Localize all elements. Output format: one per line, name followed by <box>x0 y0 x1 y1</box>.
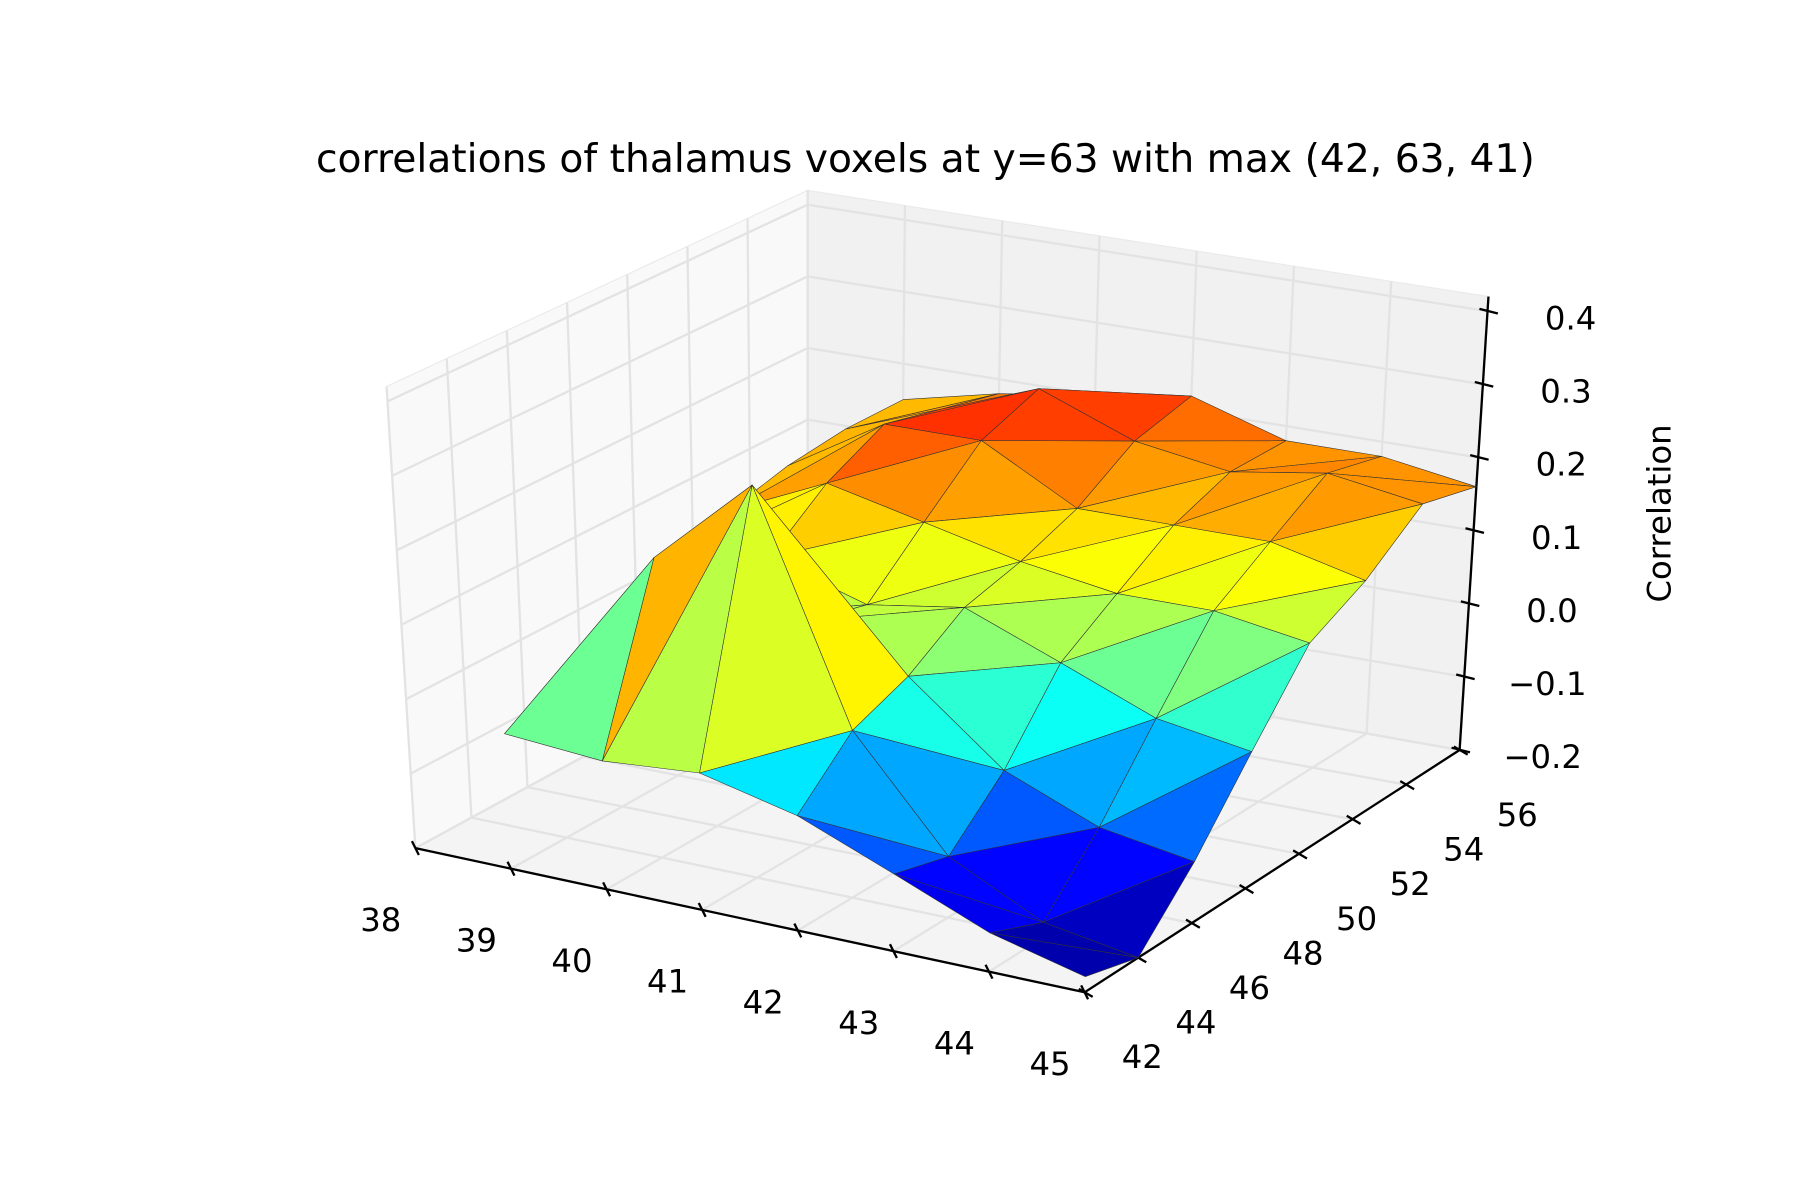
y-tick <box>1292 849 1308 860</box>
x-tick-label: 39 <box>456 922 497 960</box>
y-tick-label: 42 <box>1122 1038 1163 1076</box>
z-tick <box>1469 454 1489 461</box>
z-tick-label: −0.2 <box>1503 738 1581 776</box>
z-tick <box>1465 527 1485 535</box>
surface-triangle <box>989 932 1139 977</box>
z-tick-label: 0.3 <box>1540 373 1591 411</box>
z-tick-label: 0.0 <box>1526 592 1577 630</box>
x-tick <box>984 964 994 980</box>
y-tick <box>1185 918 1201 929</box>
z-tick-label: 0.1 <box>1531 519 1582 557</box>
x-tick-label: 41 <box>647 963 688 1001</box>
y-tick-label: 54 <box>1443 831 1484 869</box>
x-tick-label: 45 <box>1029 1045 1070 1083</box>
z-tick <box>1451 746 1471 754</box>
x-tick <box>888 943 898 959</box>
grid-line <box>396 346 809 552</box>
y-tick <box>1078 987 1094 998</box>
grid-line <box>807 203 1488 313</box>
grid-line <box>400 418 809 626</box>
x-axis-line <box>415 846 1085 994</box>
z-tick <box>1460 600 1480 608</box>
z-tick <box>1479 307 1499 315</box>
z-tick-label: 0.4 <box>1545 299 1596 337</box>
z-tick <box>1455 673 1475 681</box>
y-tick-label: 46 <box>1229 969 1270 1007</box>
x-tick <box>793 923 803 938</box>
x-tick-label: 43 <box>838 1004 879 1042</box>
grid-line <box>385 386 417 849</box>
y-tick-label: 44 <box>1175 1004 1216 1042</box>
y-tick-label: 50 <box>1336 900 1377 938</box>
chart-title: correlations of thalamus voxels at y=63 … <box>316 137 1535 182</box>
z-tick-label: 0.2 <box>1536 446 1587 484</box>
y-tick-label: 48 <box>1282 934 1323 972</box>
x-tick-label: 38 <box>360 901 401 939</box>
grid-line <box>807 275 1484 386</box>
x-tick-label: 40 <box>551 942 592 980</box>
x-tick-label: 44 <box>934 1025 975 1063</box>
y-tick-label: 52 <box>1390 865 1431 903</box>
grid-line <box>391 275 809 477</box>
x-tick <box>506 861 516 877</box>
grid-line <box>445 358 473 818</box>
y-tick-label: 56 <box>1497 796 1538 834</box>
x-tick <box>602 881 612 897</box>
x-tick-label: 42 <box>743 983 784 1021</box>
y-tick <box>1399 780 1415 791</box>
z-tick <box>1474 380 1494 388</box>
y-tick <box>1346 814 1362 825</box>
y-tick <box>1238 884 1254 895</box>
z-axis-line <box>1458 296 1490 751</box>
z-axis-label: Correlation <box>1641 424 1679 602</box>
x-tick <box>697 902 707 918</box>
z-tick-label: −0.1 <box>1508 665 1586 703</box>
x-tick <box>410 840 420 856</box>
y-axis-line <box>1083 749 1461 994</box>
grid-line <box>386 203 809 403</box>
